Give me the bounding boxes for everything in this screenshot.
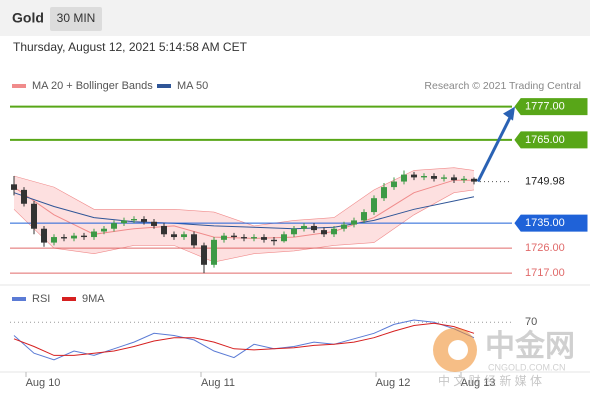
candle-body	[101, 228, 107, 232]
candle-body	[341, 224, 347, 229]
x-tick-label: Aug 11	[201, 377, 235, 389]
instrument-title: Gold	[12, 10, 44, 26]
candle-body	[151, 221, 157, 226]
candle-body	[131, 219, 137, 221]
ma50-line	[13, 192, 475, 230]
candle-body	[81, 235, 87, 238]
x-tick-label: Aug 13	[461, 377, 496, 389]
candle-body	[91, 231, 97, 238]
candle-body	[221, 235, 227, 240]
level-label-box	[514, 173, 588, 191]
candle-body	[181, 234, 187, 238]
legend-9ma: 9MA	[82, 293, 105, 305]
candle-body	[361, 212, 367, 221]
candle-body	[401, 174, 407, 182]
bollinger-upper	[13, 167, 475, 227]
level-label-box	[514, 131, 588, 149]
level-label: 1735.00	[525, 217, 565, 229]
bollinger-band	[14, 167, 474, 262]
candle-body	[451, 177, 457, 181]
level-label: 1749.98	[525, 176, 565, 188]
candle-body	[411, 174, 417, 178]
credit: Research © 2021 Trading Central	[424, 80, 581, 92]
level-label: 1717.00	[525, 267, 565, 279]
candle-body	[191, 234, 197, 246]
candle-body	[171, 234, 177, 238]
watermark-tagline: 中 文 财 经 新 媒 体	[438, 373, 542, 388]
candle-body	[261, 237, 267, 240]
interval-label[interactable]: 30 MIN	[57, 11, 96, 25]
candle-body	[51, 237, 57, 243]
candle-body	[211, 239, 217, 265]
candle-body	[311, 225, 317, 231]
candle-body	[11, 184, 17, 190]
watermark: 中金网 CNGOLD.COM.CN 中 文 财 经 新 媒 体	[433, 328, 575, 388]
candle-body	[301, 225, 307, 229]
legend-ma50: MA 50	[177, 80, 208, 92]
target-arrowhead	[503, 106, 515, 121]
level-label: 1765.00	[525, 134, 565, 146]
candle-body	[471, 178, 477, 182]
candle-body	[281, 234, 287, 242]
candle-body	[381, 187, 387, 199]
x-tick-label: Aug 10	[26, 377, 61, 389]
indicator-line	[13, 322, 475, 356]
timestamp: Thursday, August 12, 2021 5:14:58 AM CET	[13, 40, 248, 54]
y-tick-label: 70	[525, 316, 537, 328]
level-label-box	[514, 214, 588, 232]
candle-body	[111, 223, 117, 229]
candle-body	[331, 228, 337, 235]
target-arrow	[476, 114, 513, 183]
candle-body	[291, 228, 297, 235]
level-label: 1726.00	[525, 242, 565, 254]
level-label-box	[514, 98, 588, 116]
candle-body	[251, 237, 257, 239]
watermark-logo-inner	[448, 340, 468, 360]
watermark-site: CNGOLD.COM.CN	[488, 362, 566, 372]
candle-body	[41, 228, 47, 243]
candle-body	[161, 225, 167, 235]
legend-rsi: RSI	[32, 293, 50, 305]
candle-body	[141, 219, 147, 222]
candle-body	[201, 245, 207, 265]
watermark-brand: 中金网	[485, 329, 575, 363]
candle-body	[441, 177, 447, 179]
candle-body	[271, 239, 277, 242]
candle-body	[121, 220, 127, 224]
candle-body	[321, 230, 327, 235]
candle-body	[241, 237, 247, 239]
candle-body	[71, 235, 77, 239]
x-tick-label: Aug 12	[376, 377, 411, 389]
bollinger-lower	[13, 189, 475, 263]
interval-button[interactable]	[50, 7, 102, 31]
candle-body	[61, 237, 67, 239]
candle-body	[31, 203, 37, 229]
candle-body	[351, 220, 357, 225]
legend-ma20: MA 20 + Bollinger Bands	[32, 80, 153, 92]
candle-body	[231, 235, 237, 238]
candle-body	[421, 176, 427, 178]
indicator-line	[13, 319, 475, 361]
level-label: 1777.00	[525, 101, 565, 113]
candle-body	[431, 176, 437, 179]
candle-body	[461, 178, 467, 181]
candle-body	[391, 181, 397, 188]
candle-body	[21, 189, 27, 204]
candle-body	[371, 198, 377, 213]
